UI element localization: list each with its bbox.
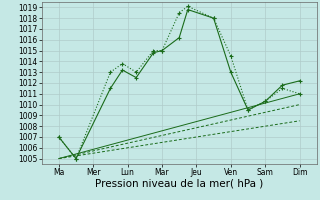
X-axis label: Pression niveau de la mer( hPa ): Pression niveau de la mer( hPa ) xyxy=(95,179,263,189)
